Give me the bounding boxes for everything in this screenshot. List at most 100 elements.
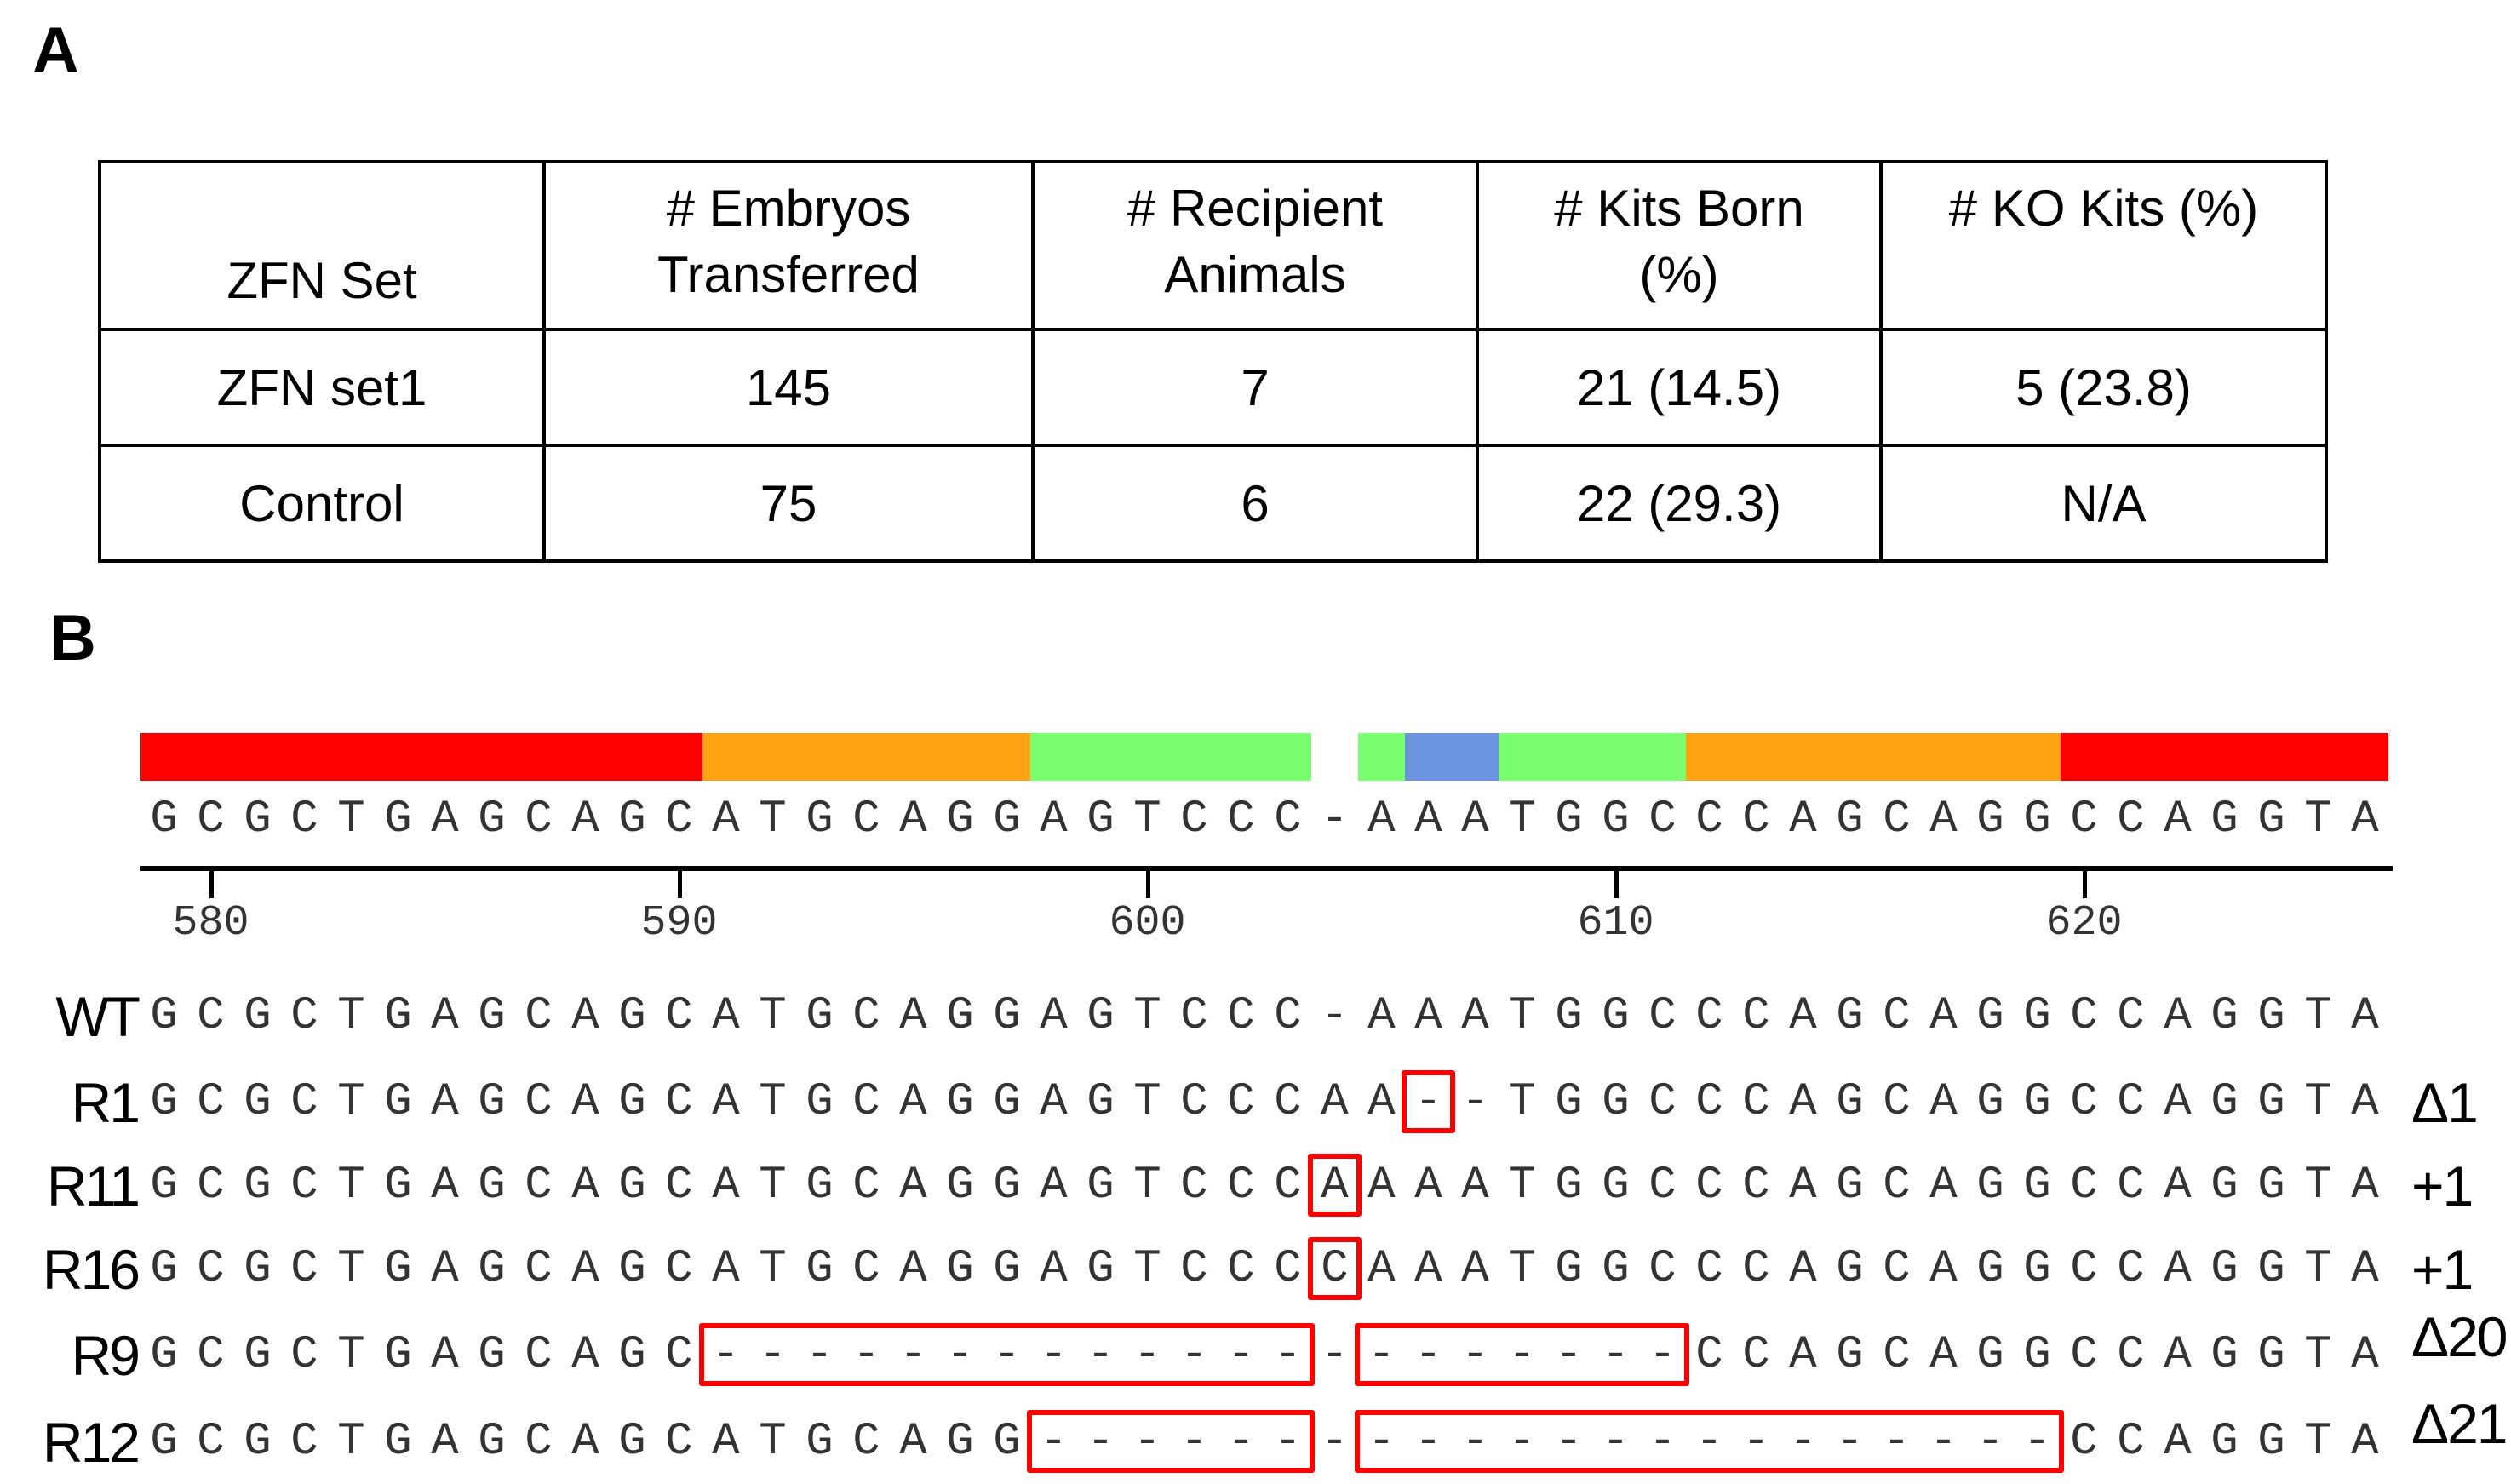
header-text: Transferred [657,246,920,303]
base-G: G [244,1076,272,1128]
base-G: G [618,1416,646,1468]
base-G: G [1976,1076,2004,1128]
header-text: # Embryos [666,180,911,237]
base-A: A [1040,990,1068,1042]
table-cell: 6 [1031,444,1479,563]
base-A: A [1040,1243,1068,1295]
gap-char: - [1274,1416,1302,1468]
base-A: A [899,1160,927,1212]
base-C: C [1742,1160,1770,1212]
base-G: G [384,1416,412,1468]
base-A: A [1321,1160,1349,1212]
header-text: # KO Kits (%) [1948,180,2259,237]
base-A: A [1414,1160,1442,1212]
base-G: G [244,1416,272,1468]
ruler-tick [1614,866,1619,898]
base-A: A [431,1416,459,1468]
table-cell: 75 [542,444,1035,563]
mutation-size-label: +1 [2411,1155,2474,1218]
base-G: G [1836,1243,1864,1295]
base-A: A [431,1076,459,1128]
base-G: G [946,1416,974,1468]
base-T: T [337,1160,365,1212]
base-T: T [759,794,787,845]
base-G: G [618,1160,646,1212]
base-T: T [337,1243,365,1295]
mutation-size-label: Δ20 [2411,1305,2508,1368]
base-C: C [665,1160,693,1212]
base-G: G [805,1160,834,1212]
base-A: A [1321,1076,1349,1128]
base-G: G [618,1329,646,1381]
base-G: G [244,794,272,845]
base-A: A [1367,1076,1396,1128]
base-C: C [290,990,318,1042]
base-C: C [1274,990,1302,1042]
base-G: G [1086,990,1115,1042]
base-C: C [290,1160,318,1212]
base-G: G [1836,1160,1864,1212]
base-C: C [1695,990,1723,1042]
base-G: G [2210,1076,2239,1128]
sample-label: R16 [42,1238,140,1301]
base-G: G [1976,1243,2004,1295]
base-C: C [2117,1416,2145,1468]
gap-char: - [946,1329,974,1381]
base-G: G [478,1160,506,1212]
base-G: G [150,1076,178,1128]
base-C: C [665,1416,693,1468]
base-A: A [1789,1160,1817,1212]
base-A: A [1367,1243,1396,1295]
base-C: C [1695,794,1723,845]
base-G: G [805,990,834,1042]
base-T: T [2304,1076,2332,1128]
base-G: G [1602,794,1630,845]
base-C: C [852,1416,880,1468]
base-C: C [290,1243,318,1295]
base-C: C [1180,1076,1208,1128]
base-G: G [384,990,412,1042]
base-G: G [946,794,974,845]
base-C: C [1648,1160,1677,1212]
base-C: C [290,1329,318,1381]
gap-char: - [1555,1416,1583,1468]
base-G: G [1086,1160,1115,1212]
base-G: G [618,990,646,1042]
base-A: A [571,794,599,845]
gap-char: - [1180,1329,1208,1381]
base-C: C [1695,1076,1723,1128]
base-G: G [618,1076,646,1128]
gap-char: - [1040,1329,1068,1381]
gap-char: - [1602,1416,1630,1468]
base-C: C [2117,990,2145,1042]
base-G: G [618,794,646,845]
base-G: G [2257,1076,2285,1128]
gap-char: - [1836,1416,1864,1468]
base-C: C [2070,1076,2098,1128]
base-G: G [2210,1329,2239,1381]
base-A: A [2164,1160,2192,1212]
base-T: T [1133,1160,1161,1212]
base-A: A [1789,1243,1817,1295]
base-C: C [665,794,693,845]
embryo-transfer-table: ZFN Set # Embryos Transferred # Recipient… [98,160,2328,563]
table-cell: 7 [1031,328,1479,447]
table-row: Control 75 6 22 (29.3) N/A [98,444,2328,563]
base-A: A [712,1160,740,1212]
base-T: T [759,1416,787,1468]
base-C: C [1742,990,1770,1042]
ruler-tick-label: 620 [2045,899,2123,948]
base-C: C [852,990,880,1042]
gap-char: - [852,1329,880,1381]
base-G: G [384,794,412,845]
ruler-tick [209,866,214,898]
ruler-tick-label: 580 [172,899,249,948]
base-G: G [2257,990,2285,1042]
gap-char: - [1040,1416,1068,1468]
base-C: C [525,1416,553,1468]
base-G: G [1836,990,1864,1042]
base-A: A [1040,1160,1068,1212]
header-text: # Recipient [1127,180,1384,237]
base-A: A [1367,1160,1396,1212]
gap-char: - [2023,1416,2051,1468]
